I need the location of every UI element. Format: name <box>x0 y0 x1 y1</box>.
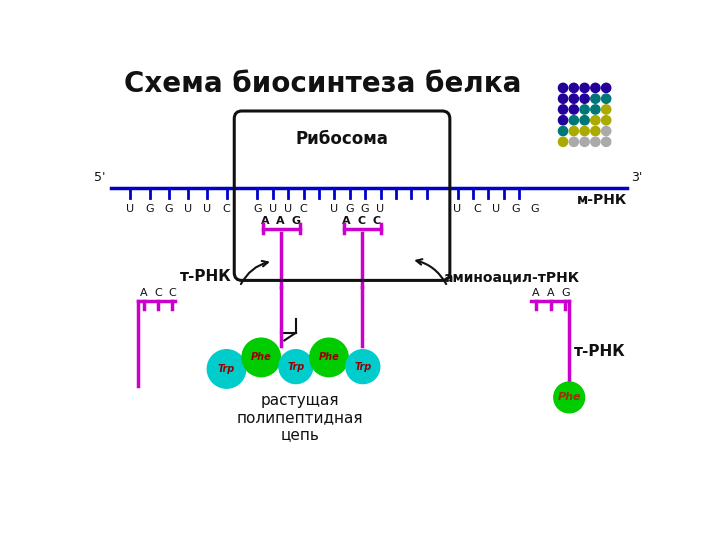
Text: U: U <box>492 204 500 214</box>
Circle shape <box>570 126 578 136</box>
Text: Phe: Phe <box>318 353 339 362</box>
Text: U: U <box>184 204 192 214</box>
Circle shape <box>601 116 611 125</box>
Text: Схема биосинтеза белка: Схема биосинтеза белка <box>124 70 521 98</box>
Circle shape <box>590 94 600 103</box>
Text: A: A <box>532 288 540 298</box>
Text: U: U <box>454 204 462 214</box>
Text: т-РНК: т-РНК <box>180 269 232 284</box>
Circle shape <box>554 382 585 413</box>
Text: G: G <box>530 204 539 214</box>
Circle shape <box>601 137 611 146</box>
Text: U: U <box>203 204 212 214</box>
Text: A: A <box>261 216 269 226</box>
Text: Phe: Phe <box>251 353 271 362</box>
Circle shape <box>559 83 567 92</box>
Circle shape <box>559 116 567 125</box>
Circle shape <box>601 126 611 136</box>
Text: Phe: Phe <box>557 393 581 402</box>
Text: т-РНК: т-РНК <box>574 344 626 359</box>
Circle shape <box>570 105 578 114</box>
Text: G: G <box>164 204 173 214</box>
Text: C: C <box>222 204 230 214</box>
Text: C: C <box>373 216 381 226</box>
Circle shape <box>580 94 589 103</box>
Text: Рибосома: Рибосома <box>296 131 389 149</box>
Circle shape <box>580 126 589 136</box>
Text: Trp: Trp <box>218 364 235 374</box>
Text: C: C <box>168 288 176 298</box>
Text: G: G <box>253 204 261 214</box>
Text: A: A <box>276 216 285 226</box>
Text: G: G <box>346 204 354 214</box>
Circle shape <box>559 137 567 146</box>
Circle shape <box>559 126 567 136</box>
Text: G: G <box>145 204 154 214</box>
Text: 3': 3' <box>631 171 642 184</box>
Text: м-РНК: м-РНК <box>577 193 627 206</box>
Circle shape <box>580 105 589 114</box>
Text: C: C <box>473 204 481 214</box>
Circle shape <box>590 116 600 125</box>
Circle shape <box>570 94 578 103</box>
Text: U: U <box>269 204 276 214</box>
Circle shape <box>570 83 578 92</box>
Text: Trp: Trp <box>287 362 305 372</box>
Text: C: C <box>154 288 162 298</box>
Circle shape <box>559 105 567 114</box>
Text: C: C <box>300 204 307 214</box>
Circle shape <box>580 116 589 125</box>
Text: U: U <box>330 204 338 214</box>
Circle shape <box>590 83 600 92</box>
Text: G: G <box>561 288 570 298</box>
Text: 5': 5' <box>94 171 106 184</box>
Circle shape <box>590 137 600 146</box>
Circle shape <box>279 350 312 383</box>
Text: Trp: Trp <box>354 362 372 372</box>
Circle shape <box>242 338 281 377</box>
Text: C: C <box>357 216 365 226</box>
Text: G: G <box>292 216 300 226</box>
Text: G: G <box>511 204 520 214</box>
Text: A: A <box>547 288 554 298</box>
Circle shape <box>346 350 379 383</box>
Circle shape <box>570 116 578 125</box>
Text: A: A <box>140 288 148 298</box>
Text: U: U <box>377 204 384 214</box>
Text: растущая
полипептидная
цепь: растущая полипептидная цепь <box>236 393 363 442</box>
Circle shape <box>601 105 611 114</box>
Circle shape <box>559 94 567 103</box>
Text: U: U <box>126 204 135 214</box>
Text: G: G <box>361 204 369 214</box>
Circle shape <box>590 126 600 136</box>
Circle shape <box>207 350 246 388</box>
Circle shape <box>580 137 589 146</box>
Text: U: U <box>284 204 292 214</box>
Text: A: A <box>341 216 350 226</box>
Circle shape <box>580 83 589 92</box>
Circle shape <box>601 94 611 103</box>
Text: аминоацил-тРНК: аминоацил-тРНК <box>444 271 580 285</box>
Circle shape <box>601 83 611 92</box>
Circle shape <box>570 137 578 146</box>
Circle shape <box>310 338 348 377</box>
Circle shape <box>590 105 600 114</box>
